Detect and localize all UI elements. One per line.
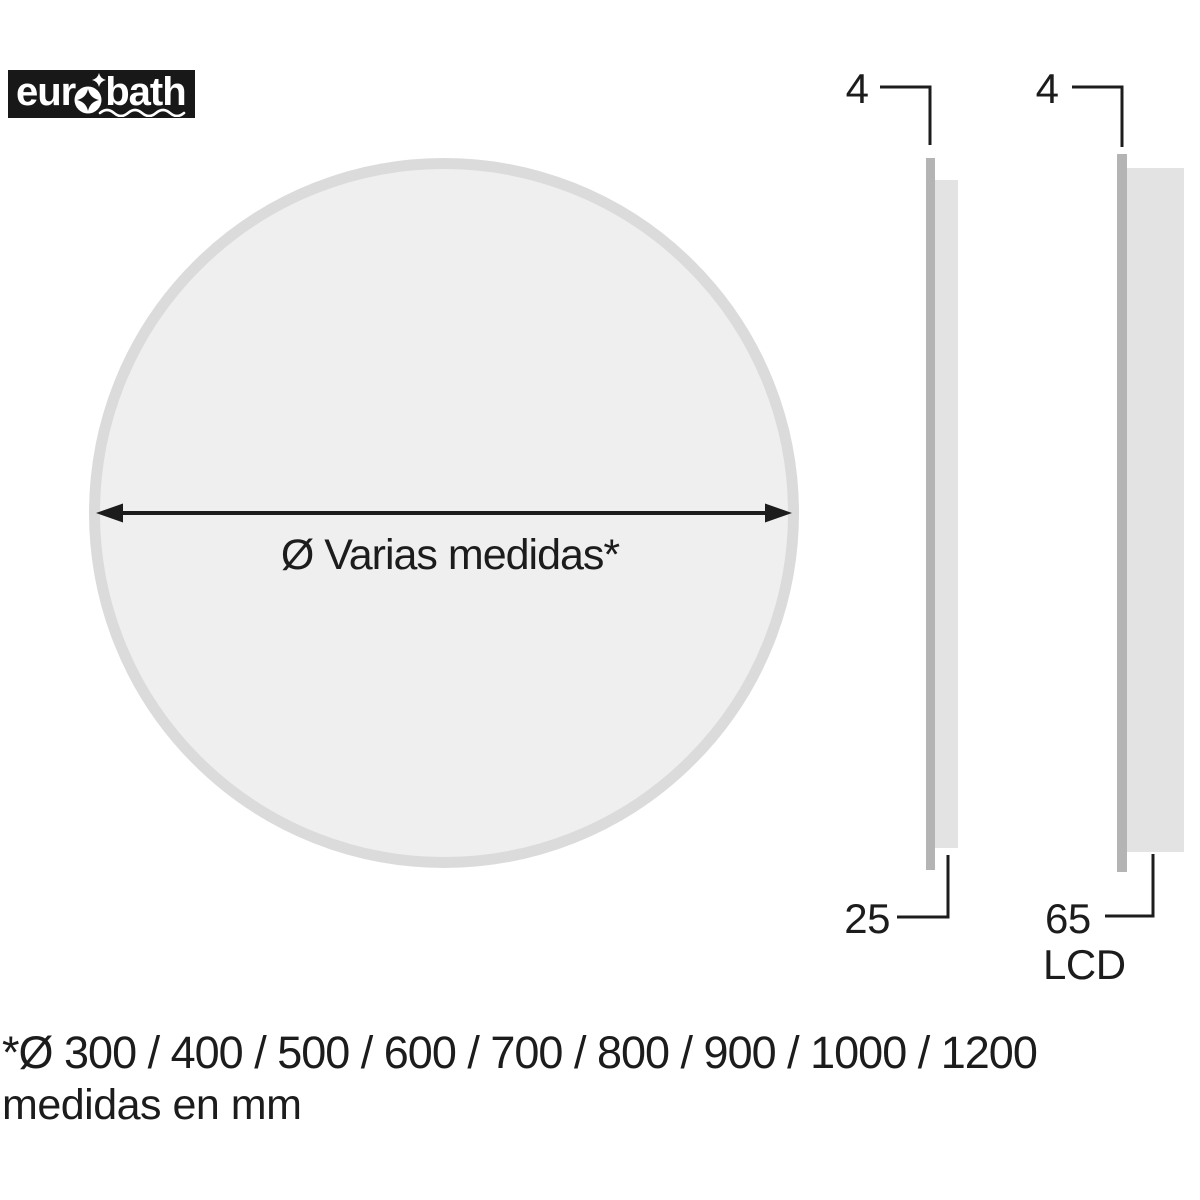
mirror-depth-label: 25 — [844, 895, 890, 942]
mirror-glass-thickness-label: 4 — [845, 65, 869, 112]
lcd-depth-label: 65 — [1045, 895, 1091, 942]
side-view-mirror-glass — [926, 158, 935, 870]
leader-thickness-right — [1072, 85, 1124, 147]
eurobath-logo: eur bath — [8, 70, 195, 118]
side-view-mirror-body — [935, 180, 958, 848]
side-view-lcd-glass — [1117, 154, 1127, 872]
logo-word-end: bath — [105, 70, 186, 114]
lcd-caption: LCD — [1043, 941, 1126, 988]
leader-depth-25 — [897, 855, 950, 919]
logo-word-start: eur — [16, 70, 76, 114]
lcd-glass-thickness-label: 4 — [1035, 65, 1059, 112]
diameter-label: Ø Varias medidas* — [280, 531, 620, 579]
leader-depth-65 — [1105, 854, 1155, 918]
wave-underline-icon — [98, 108, 185, 117]
side-view-lcd-body — [1127, 168, 1184, 852]
diameter-arrowhead-left — [96, 503, 123, 523]
available-diameters-note: *Ø 300 / 400 / 500 / 600 / 700 / 800 / 9… — [2, 1027, 1038, 1078]
sparkle-o-icon — [74, 73, 107, 114]
diameter-arrowhead-right — [765, 503, 792, 523]
units-note: medidas en mm — [2, 1081, 302, 1129]
leader-thickness-left — [880, 85, 932, 145]
